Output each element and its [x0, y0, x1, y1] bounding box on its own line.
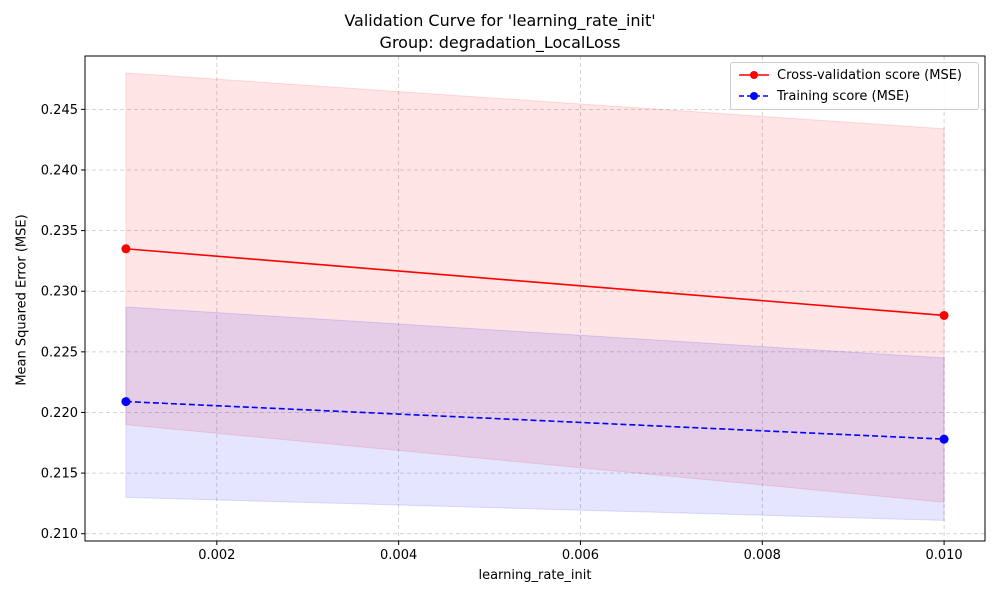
y-tick-label: 0.245	[41, 103, 78, 118]
legend-label-training: Training score (MSE)	[777, 88, 910, 104]
point-training	[121, 397, 131, 407]
grid-layer	[85, 56, 985, 541]
x-tick-label: 0.008	[744, 548, 781, 563]
y-tick-label: 0.215	[41, 467, 78, 482]
x-tick-label: 0.002	[198, 548, 235, 563]
y-axis-label: Mean Squared Error (MSE)	[14, 214, 30, 386]
point-training	[939, 434, 949, 444]
legend: Cross-validation score (MSE) Training sc…	[730, 62, 979, 110]
legend-item-cv: Cross-validation score (MSE)	[737, 66, 962, 84]
band-layer	[125, 72, 945, 521]
line-cv	[125, 247, 945, 317]
legend-label-cv: Cross-validation score (MSE)	[777, 67, 963, 83]
line-training	[125, 400, 945, 440]
y-tick-label: 0.220	[41, 406, 78, 421]
legend-swatch-training	[739, 92, 769, 100]
band-cv	[125, 72, 945, 503]
point-cv	[939, 310, 949, 320]
chart-title: Validation Curve for 'learning_rate_init…	[344, 11, 656, 30]
point-cv	[121, 244, 131, 254]
y-tick-label: 0.230	[41, 285, 78, 300]
tick-layer: 0.002 0.004 0.006 0.008 0.010 0.210 0.215 0.220…	[41, 103, 963, 563]
legend-swatch-cv	[739, 71, 769, 79]
marker-layer	[121, 244, 949, 444]
x-tick-label: 0.004	[380, 548, 417, 563]
line-layer	[125, 247, 945, 440]
x-tick-label: 0.006	[562, 548, 599, 563]
y-tick-label: 0.210	[41, 527, 78, 542]
plot-frame	[84, 55, 986, 542]
x-tick-label: 0.010	[925, 548, 962, 563]
x-axis-label: learning_rate_init	[478, 568, 592, 583]
chart-subtitle: Group: degradation_LocalLoss	[379, 33, 621, 52]
y-tick-label: 0.225	[41, 345, 78, 360]
y-tick-label: 0.235	[41, 224, 78, 239]
y-tick-label: 0.240	[41, 163, 78, 178]
band-training	[125, 306, 945, 521]
legend-item-training: Training score (MSE)	[737, 87, 909, 105]
